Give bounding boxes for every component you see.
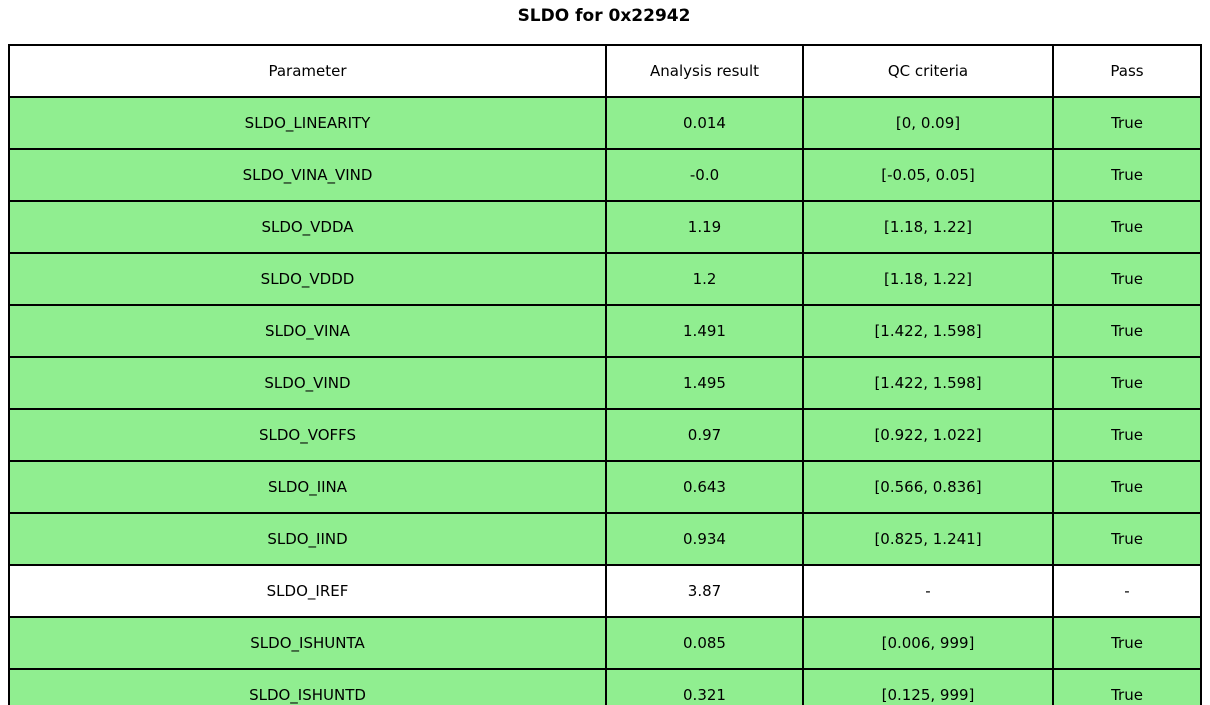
- cell-pass: True: [1052, 200, 1202, 254]
- cell-parameter: SLDO_IIND: [8, 512, 607, 566]
- cell-qc-criteria: [0.825, 1.241]: [802, 512, 1054, 566]
- qc-results-table: Parameter Analysis result QC criteria Pa…: [8, 44, 1202, 705]
- cell-qc-criteria: [0.125, 999]: [802, 668, 1054, 705]
- cell-parameter: SLDO_VDDD: [8, 252, 607, 306]
- cell-qc-criteria: [1.422, 1.598]: [802, 356, 1054, 410]
- cell-pass: True: [1052, 512, 1202, 566]
- cell-parameter: SLDO_LINEARITY: [8, 96, 607, 150]
- cell-pass: True: [1052, 460, 1202, 514]
- table-row: SLDO_VOFFS 0.97 [0.922, 1.022] True: [8, 408, 1202, 462]
- cell-pass: True: [1052, 252, 1202, 306]
- cell-parameter: SLDO_IINA: [8, 460, 607, 514]
- cell-pass: True: [1052, 148, 1202, 202]
- cell-qc-criteria: [0.006, 999]: [802, 616, 1054, 670]
- header-row: Parameter Analysis result QC criteria Pa…: [8, 44, 1202, 98]
- cell-analysis-result: 0.934: [605, 512, 804, 566]
- cell-parameter: SLDO_IREF: [8, 564, 607, 618]
- cell-pass: True: [1052, 304, 1202, 358]
- cell-qc-criteria: [0, 0.09]: [802, 96, 1054, 150]
- cell-analysis-result: 0.643: [605, 460, 804, 514]
- table-row: SLDO_VIND 1.495 [1.422, 1.598] True: [8, 356, 1202, 410]
- cell-pass: True: [1052, 616, 1202, 670]
- cell-pass: True: [1052, 356, 1202, 410]
- cell-analysis-result: 1.495: [605, 356, 804, 410]
- cell-analysis-result: 1.491: [605, 304, 804, 358]
- cell-parameter: SLDO_VDDA: [8, 200, 607, 254]
- cell-qc-criteria: -: [802, 564, 1054, 618]
- table-row: SLDO_VINA_VIND -0.0 [-0.05, 0.05] True: [8, 148, 1202, 202]
- col-header-pass: Pass: [1052, 44, 1202, 98]
- table-row: SLDO_IINA 0.643 [0.566, 0.836] True: [8, 460, 1202, 514]
- cell-analysis-result: 0.321: [605, 668, 804, 705]
- table-row: SLDO_ISHUNTD 0.321 [0.125, 999] True: [8, 668, 1202, 705]
- cell-analysis-result: 0.014: [605, 96, 804, 150]
- col-header-parameter: Parameter: [8, 44, 607, 98]
- col-header-analysis-result: Analysis result: [605, 44, 804, 98]
- table-row: SLDO_VDDD 1.2 [1.18, 1.22] True: [8, 252, 1202, 306]
- cell-qc-criteria: [-0.05, 0.05]: [802, 148, 1054, 202]
- cell-pass: -: [1052, 564, 1202, 618]
- table-row: SLDO_IIND 0.934 [0.825, 1.241] True: [8, 512, 1202, 566]
- cell-analysis-result: 3.87: [605, 564, 804, 618]
- cell-parameter: SLDO_VINA: [8, 304, 607, 358]
- cell-analysis-result: -0.0: [605, 148, 804, 202]
- cell-analysis-result: 0.085: [605, 616, 804, 670]
- cell-parameter: SLDO_VINA_VIND: [8, 148, 607, 202]
- figure-title: SLDO for 0x22942: [517, 6, 691, 26]
- cell-qc-criteria: [0.922, 1.022]: [802, 408, 1054, 462]
- cell-pass: True: [1052, 668, 1202, 705]
- cell-analysis-result: 1.19: [605, 200, 804, 254]
- table-row: SLDO_VDDA 1.19 [1.18, 1.22] True: [8, 200, 1202, 254]
- cell-analysis-result: 0.97: [605, 408, 804, 462]
- cell-analysis-result: 1.2: [605, 252, 804, 306]
- table-row: SLDO_LINEARITY 0.014 [0, 0.09] True: [8, 96, 1202, 150]
- table-row: SLDO_VINA 1.491 [1.422, 1.598] True: [8, 304, 1202, 358]
- cell-pass: True: [1052, 96, 1202, 150]
- table-row: SLDO_ISHUNTA 0.085 [0.006, 999] True: [8, 616, 1202, 670]
- cell-qc-criteria: [0.566, 0.836]: [802, 460, 1054, 514]
- table-row: SLDO_IREF 3.87 - -: [8, 564, 1202, 618]
- cell-qc-criteria: [1.422, 1.598]: [802, 304, 1054, 358]
- cell-qc-criteria: [1.18, 1.22]: [802, 200, 1054, 254]
- cell-pass: True: [1052, 408, 1202, 462]
- cell-parameter: SLDO_ISHUNTD: [8, 668, 607, 705]
- cell-parameter: SLDO_VOFFS: [8, 408, 607, 462]
- cell-parameter: SLDO_VIND: [8, 356, 607, 410]
- cell-parameter: SLDO_ISHUNTA: [8, 616, 607, 670]
- col-header-qc-criteria: QC criteria: [802, 44, 1054, 98]
- cell-qc-criteria: [1.18, 1.22]: [802, 252, 1054, 306]
